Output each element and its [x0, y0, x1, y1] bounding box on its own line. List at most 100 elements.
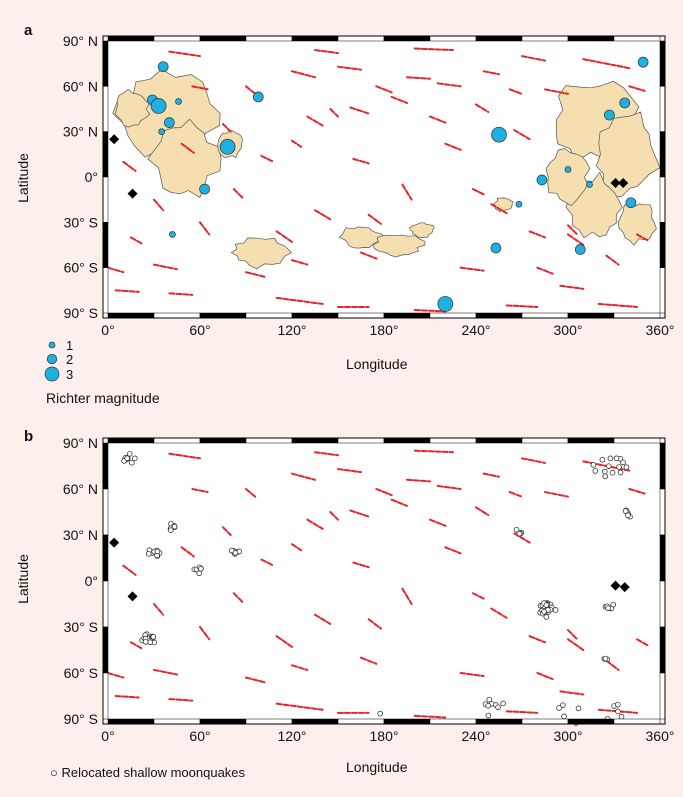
scarp-mark	[130, 641, 143, 650]
frame-segment	[567, 718, 615, 725]
quake-point	[157, 61, 169, 73]
x-tick-label: 60°	[189, 728, 210, 744]
scarp-mark	[275, 635, 293, 648]
frame-segment	[659, 672, 666, 720]
frame-segment	[102, 488, 109, 536]
scarp-mark	[314, 451, 339, 457]
scarp-mark	[375, 488, 393, 497]
magnitude-legend: 1 2 3	[44, 338, 73, 382]
quake-point	[437, 296, 454, 312]
map-frame	[102, 35, 666, 319]
scarp-mark	[107, 266, 125, 274]
y-tick-label: 90° N	[63, 33, 98, 49]
scarp-mark	[597, 302, 638, 308]
scarp-mark	[360, 251, 378, 260]
frame-segment	[383, 437, 431, 444]
quake-point	[490, 242, 502, 254]
scarp-mark	[636, 638, 649, 647]
scarp-mark	[367, 213, 382, 225]
legend-item-3: 3	[44, 366, 73, 382]
x-tick-label: 0°	[101, 728, 114, 744]
y-tick-label: 60° N	[63, 78, 98, 94]
scarp-mark	[413, 47, 454, 52]
scarp-mark	[245, 271, 266, 278]
y-tick-label: 90° S	[64, 711, 98, 727]
quake-point	[158, 128, 166, 136]
scarp-mark	[436, 484, 462, 490]
moonquake-point	[615, 708, 621, 715]
frame-segment	[337, 437, 385, 444]
moonquake-point	[150, 634, 157, 640]
scarp-mark	[352, 561, 370, 569]
scarp-mark	[406, 478, 431, 483]
scarp-mark	[390, 95, 408, 104]
moonquake-point	[560, 702, 566, 708]
moonquake-cluster	[191, 564, 204, 577]
scarp-mark	[222, 526, 232, 536]
moonquake-point	[610, 601, 617, 608]
scarp-mark	[406, 76, 431, 80]
scarp-mark	[567, 224, 579, 236]
scarp-mark	[559, 284, 585, 290]
frame-segment	[102, 580, 109, 628]
moonquake-point	[623, 464, 630, 471]
moonquake-point	[516, 530, 523, 537]
scarp-mark	[275, 296, 324, 305]
y-tick-label: 90° N	[63, 435, 98, 451]
scarp-mark	[130, 236, 143, 245]
moonquake-point	[575, 705, 582, 712]
scarp-mark	[413, 449, 454, 454]
quake-point	[175, 98, 182, 105]
moonquake-point	[198, 565, 204, 572]
scarp-mark	[375, 85, 393, 94]
scarp-mark	[245, 676, 266, 684]
moonquake-point	[556, 705, 562, 711]
frame-segment	[153, 718, 201, 725]
mare-region	[230, 237, 293, 270]
legend-item-2: 2	[44, 351, 74, 367]
scarp-mark	[153, 603, 165, 616]
scarp-mark	[153, 668, 178, 676]
scarp-mark	[544, 491, 569, 498]
frame-segment	[107, 437, 155, 444]
scarp-mark	[508, 491, 523, 498]
scarp-mark	[475, 103, 490, 114]
moonquake-cluster	[228, 547, 243, 557]
scarp-mark	[636, 233, 649, 242]
moonquake-cluster	[622, 507, 633, 520]
scarp-mark	[260, 558, 275, 567]
scarp-mark	[367, 618, 382, 630]
frame-segment	[521, 718, 569, 725]
diamond-point	[618, 178, 629, 189]
panel-a-letter: a	[24, 22, 33, 39]
frame-segment	[337, 718, 385, 725]
scarp-mark	[153, 263, 178, 271]
scarp-mark	[199, 221, 211, 236]
moonquake-cluster	[601, 655, 611, 663]
scarp-mark	[521, 55, 546, 62]
legend-item-1: 1	[44, 338, 73, 353]
scarp-mark	[291, 259, 309, 266]
scarp-mark	[436, 82, 462, 88]
moonquake-point	[620, 459, 626, 466]
scarp-mark	[605, 659, 620, 671]
x-tick-label: 240°	[462, 728, 491, 744]
legend-label-2: 2	[66, 351, 74, 367]
scarp-mark	[536, 266, 554, 275]
moonquake-point	[590, 462, 597, 468]
scarp-mark	[528, 635, 546, 644]
caption-text: Relocated shallow moonquakes	[61, 765, 246, 780]
scarp-mark	[306, 115, 324, 127]
quake-point	[536, 174, 548, 186]
frame-segment	[613, 718, 661, 725]
scarp-mark	[349, 509, 370, 518]
moonquake-point	[541, 608, 547, 615]
moonquake-point	[543, 614, 550, 620]
moonquake-point	[196, 570, 202, 577]
legend-title: Richter magnitude	[46, 390, 160, 406]
scarp-mark	[582, 58, 631, 70]
scarp-mark	[567, 638, 585, 651]
scarp-mark	[260, 154, 275, 163]
